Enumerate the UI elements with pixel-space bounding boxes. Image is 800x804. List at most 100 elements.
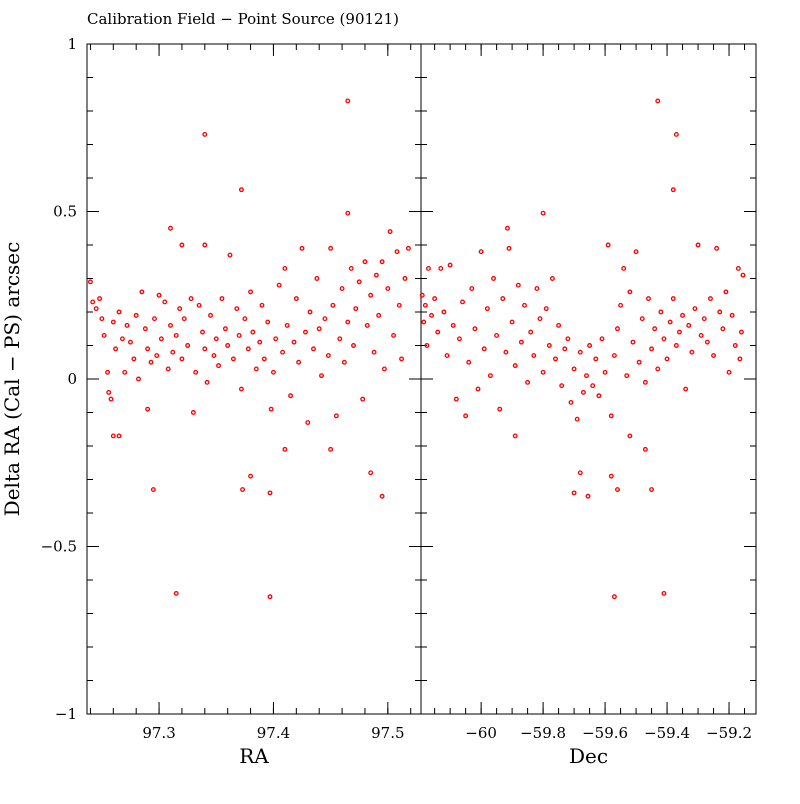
data-point (680, 312, 686, 318)
data-point (219, 296, 225, 302)
y-tick-label: 0 (67, 370, 77, 388)
data-point (543, 306, 549, 312)
data-point (179, 356, 185, 362)
data-point (328, 446, 334, 452)
data-point (577, 349, 583, 355)
panel-frame (420, 43, 757, 715)
data-point (599, 336, 605, 342)
data-point (291, 339, 297, 345)
data-point (478, 249, 484, 255)
data-point (487, 373, 493, 379)
data-point (525, 379, 531, 385)
data-point (704, 339, 710, 345)
data-point (222, 326, 228, 332)
data-point (273, 336, 279, 342)
data-point (438, 266, 444, 271)
data-point (627, 289, 633, 295)
data-point (391, 333, 396, 338)
data-point (503, 349, 509, 355)
data-point (116, 309, 122, 315)
data-point (93, 306, 99, 312)
data-point (714, 245, 720, 251)
data-point (549, 276, 555, 281)
data-point (424, 343, 430, 348)
data-point (133, 312, 139, 318)
x-tick-label: 97.3 (142, 724, 175, 742)
data-point (267, 490, 273, 496)
data-point (394, 249, 400, 255)
data-point (185, 343, 191, 348)
data-point (491, 276, 496, 281)
data-point (565, 336, 571, 342)
data-point (627, 433, 633, 439)
data-point (234, 306, 240, 312)
data-point (615, 326, 620, 332)
data-point (196, 302, 202, 308)
data-point (128, 339, 133, 345)
data-point (296, 359, 302, 365)
data-point (695, 242, 701, 248)
data-point (646, 296, 651, 302)
data-point (667, 319, 673, 325)
data-point (136, 376, 141, 382)
data-point (142, 326, 148, 332)
data-point (259, 302, 265, 308)
data-point (472, 326, 478, 332)
data-point (280, 349, 286, 355)
data-point (509, 319, 515, 325)
data-point (148, 359, 154, 365)
data-point (698, 333, 704, 338)
data-point (156, 292, 162, 298)
data-point (726, 369, 732, 375)
data-point (463, 413, 469, 419)
data-point (110, 319, 116, 325)
data-point (261, 356, 267, 362)
data-point (314, 276, 320, 281)
data-point (193, 369, 199, 375)
data-point (571, 490, 577, 496)
data-point (362, 259, 368, 265)
data-point (165, 366, 171, 372)
data-point (456, 336, 462, 342)
data-point (655, 98, 661, 104)
chart-title: Calibration Field − Point Source (90121) (87, 10, 399, 28)
data-point (230, 356, 236, 362)
data-point (522, 302, 527, 308)
data-point (202, 346, 208, 352)
data-point (108, 396, 114, 402)
data-point (556, 322, 562, 328)
data-point (460, 299, 465, 305)
data-point (371, 349, 377, 355)
data-point (227, 252, 233, 258)
data-point (611, 594, 617, 600)
data-point (250, 329, 256, 335)
data-point (168, 225, 173, 231)
data-point (339, 286, 345, 291)
data-point (723, 289, 729, 295)
data-point (732, 343, 738, 348)
data-point (658, 309, 664, 315)
data-point (106, 389, 112, 395)
data-point (596, 393, 602, 399)
data-point (729, 312, 735, 318)
data-point (611, 353, 617, 358)
data-point (293, 296, 299, 302)
data-point (494, 333, 500, 338)
data-point (396, 302, 402, 308)
data-point (145, 346, 151, 352)
data-point (737, 356, 743, 362)
data-point (435, 329, 441, 335)
data-point (253, 366, 259, 372)
data-point (113, 346, 119, 352)
data-point (328, 245, 334, 251)
data-point (605, 242, 611, 248)
data-point (608, 413, 614, 419)
data-point (316, 326, 322, 332)
y-tick-label: 1 (67, 35, 77, 53)
data-point (307, 309, 313, 315)
data-point (585, 493, 591, 499)
data-point (150, 487, 156, 492)
data-point (267, 594, 273, 600)
data-point (568, 400, 574, 405)
data-point (540, 369, 546, 375)
